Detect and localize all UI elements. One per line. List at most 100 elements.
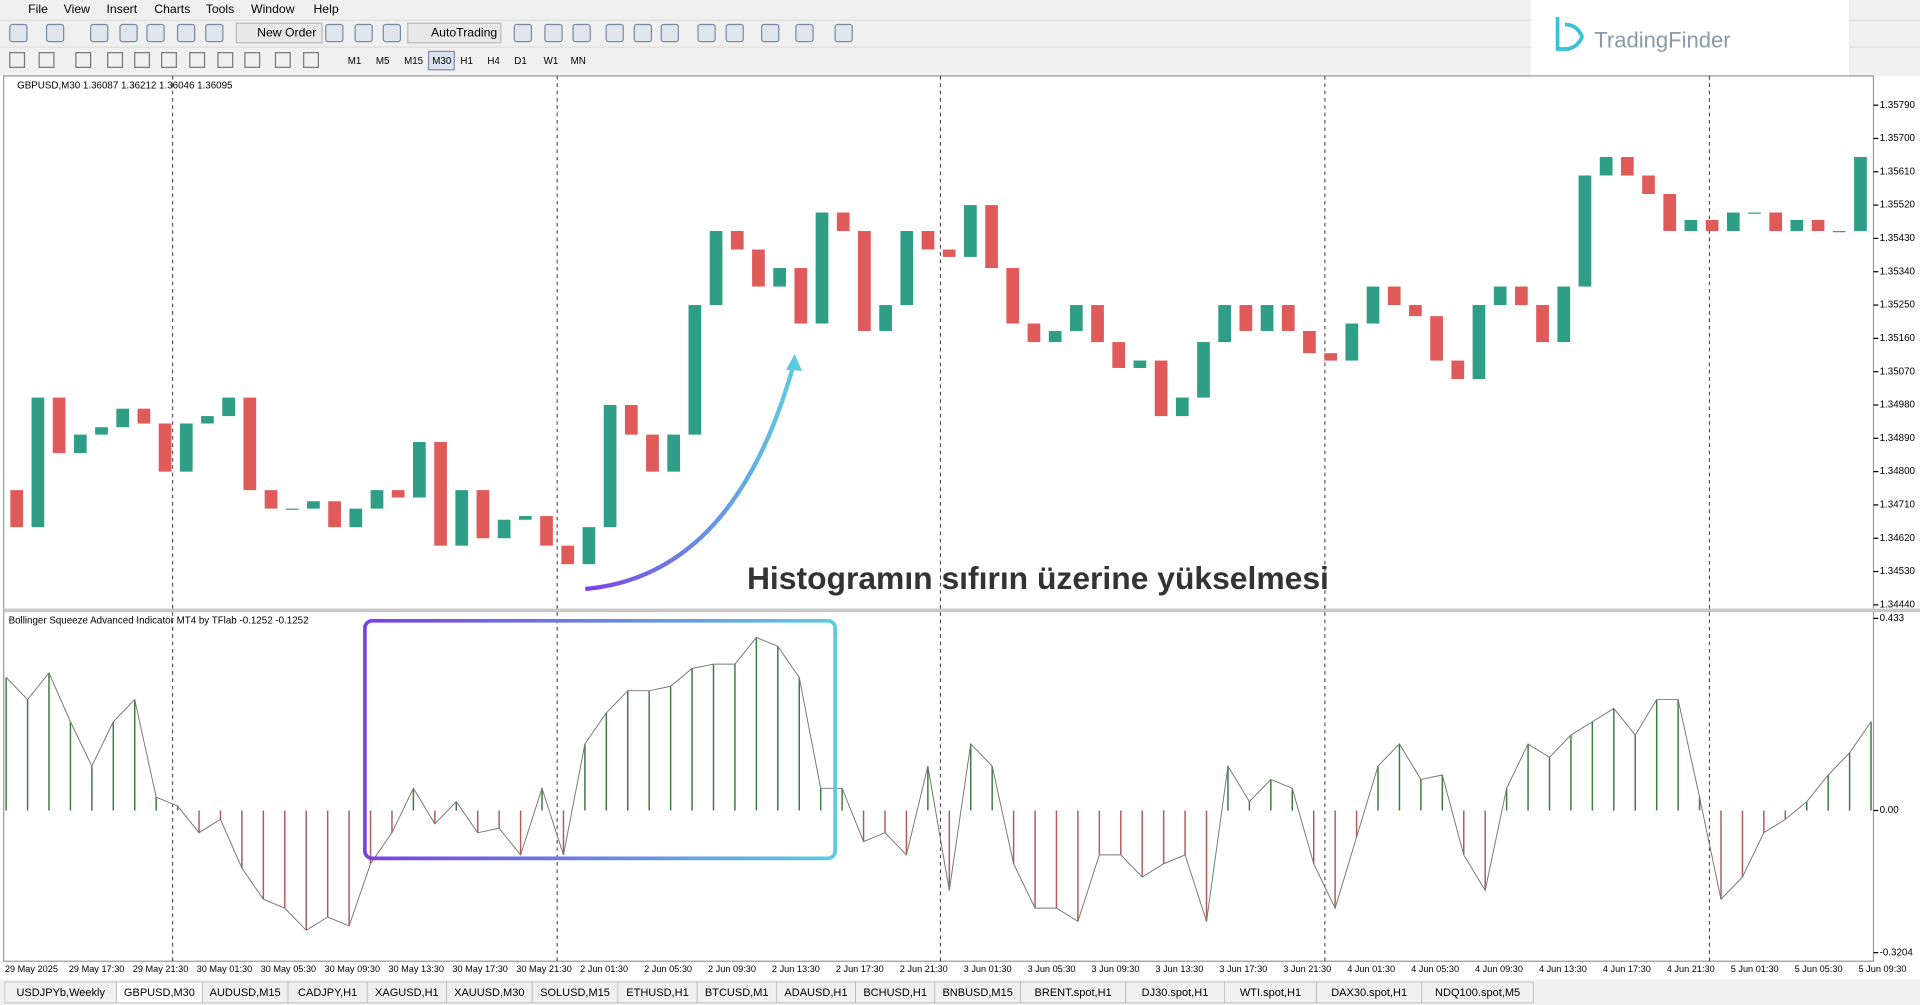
tool-button[interactable] [244,52,261,68]
autotrading-button[interactable] [407,22,502,44]
new-order-button[interactable] [235,22,323,44]
chart-tab-label[interactable]: WTI.spot,H1 [1240,987,1301,999]
timeframe-button[interactable]: W1 [544,56,559,67]
menu-item[interactable]: File [28,2,48,16]
toolbar-button[interactable] [9,23,28,43]
chart-tab-label[interactable]: BNBUSD,M15 [942,987,1012,999]
tool-button[interactable] [161,52,177,68]
candle [815,212,829,324]
timeframe-button[interactable]: M5 [376,56,390,67]
candle [1642,175,1655,194]
timeframe-button[interactable]: H4 [487,56,500,67]
candle [646,434,659,472]
chart-tab-label[interactable]: ETHUSD,H1 [626,987,688,999]
toolbar-button[interactable] [90,23,109,43]
x-tick-label: 2 Jun 01:30 [580,964,628,974]
chart-tab[interactable] [1421,981,1534,1004]
toolbar-button[interactable] [146,23,165,43]
timeframe-button[interactable]: M30 [432,56,452,67]
candle [964,205,977,257]
candle [1069,305,1083,331]
toolbar-button[interactable] [725,23,744,43]
tool-button[interactable] [189,52,206,68]
chart-tab-label[interactable]: NDQ100.spot,M5 [1435,987,1520,999]
chart-tab-label[interactable]: DAX30.spot,H1 [1331,987,1407,999]
toolbar-button[interactable] [544,23,563,43]
x-tick-label: 30 May 05:30 [261,964,317,974]
chart-tab-label[interactable]: GBPUSD,M30 [124,987,195,999]
chart-tab-label[interactable]: DJ30.spot,H1 [1142,987,1209,999]
timeframe-active[interactable] [427,50,455,71]
x-tick-label: 29 May 17:30 [69,964,125,974]
x-tick-label: 2 Jun 13:30 [772,964,820,974]
toolbar-button[interactable] [572,23,591,43]
tool-button[interactable] [75,52,92,68]
menu-item[interactable]: View [64,2,90,16]
x-tick-label: 30 May 01:30 [197,964,253,974]
chart-tab-label[interactable]: BCHUSD,H1 [863,987,927,999]
toolbar-button[interactable] [660,23,679,43]
tool-button[interactable] [303,52,319,68]
autotrading-label[interactable]: AutoTrading [431,25,497,39]
toolbar-button[interactable] [382,23,402,43]
toolbar-button[interactable] [205,23,224,43]
tool-button[interactable] [107,52,124,68]
logo-icon [1555,17,1585,51]
tool-button[interactable] [274,52,291,68]
chart-tab-label[interactable]: SOLUSD,M15 [540,987,610,999]
menu-item[interactable]: Charts [154,2,190,16]
candle [1854,156,1867,232]
toolbar-button[interactable] [761,23,780,43]
toolbar-button[interactable] [325,23,344,43]
tool-button[interactable] [9,52,26,68]
candle [1578,175,1592,287]
toolbar-button[interactable] [834,23,853,43]
candle [31,397,45,528]
chart-tab-label[interactable]: AUDUSD,M15 [210,987,281,999]
candle [179,423,193,472]
menu-item[interactable]: Tools [206,2,235,16]
candle [1345,323,1359,361]
chart-tab-label[interactable]: BRENT.spot,H1 [1035,987,1112,999]
toolbar-button[interactable] [633,23,653,43]
tool-button[interactable] [217,52,234,68]
chart-tab-label[interactable]: USDJPYb,Weekly [16,987,105,999]
menu-item[interactable]: Window [251,2,295,16]
tool-button[interactable] [38,52,55,68]
candle [222,397,235,417]
candle [285,508,299,510]
chart-tab-label[interactable]: ADAUSD,H1 [784,987,847,999]
timeframe-button[interactable]: H1 [460,56,473,67]
histogram-outline [5,636,1872,931]
timeframe-button[interactable]: MN [571,56,586,67]
timeframe-button[interactable]: M1 [348,56,362,67]
toolbar-button[interactable] [176,23,196,43]
candle [264,490,278,509]
toolbar-button[interactable] [795,23,814,43]
chart-tab-label[interactable]: BTCUSD,M1 [705,987,769,999]
candle [667,434,681,472]
candle [858,231,871,331]
new-order-label[interactable]: New Order [257,25,316,39]
toolbar-button[interactable] [119,23,138,43]
y-tick-label: 1.34980 [1880,400,1916,411]
candle [900,231,914,306]
toolbar-button[interactable] [354,23,373,43]
timeframe-button[interactable]: M15 [404,56,424,67]
logo-area [1530,0,1849,76]
candle [1663,193,1677,232]
toolbar-button[interactable] [513,23,533,43]
candle [794,268,808,324]
chart-tab-label[interactable]: CADJPY,H1 [298,987,357,999]
toolbar-button[interactable] [605,23,624,43]
menu-item[interactable]: Help [313,2,338,16]
toolbar-button[interactable] [697,23,716,43]
toolbar-button[interactable] [45,23,65,43]
x-tick-label: 5 Jun 09:30 [1859,964,1907,974]
timeframe-button[interactable]: D1 [514,56,527,67]
chart-tab-label[interactable]: XAGUSD,H1 [375,987,439,999]
y-tick-label: 1.35520 [1880,200,1916,211]
tool-button[interactable] [134,52,151,68]
chart-tab-label[interactable]: XAUUSD,M30 [454,987,524,999]
menu-item[interactable]: Insert [107,2,138,16]
